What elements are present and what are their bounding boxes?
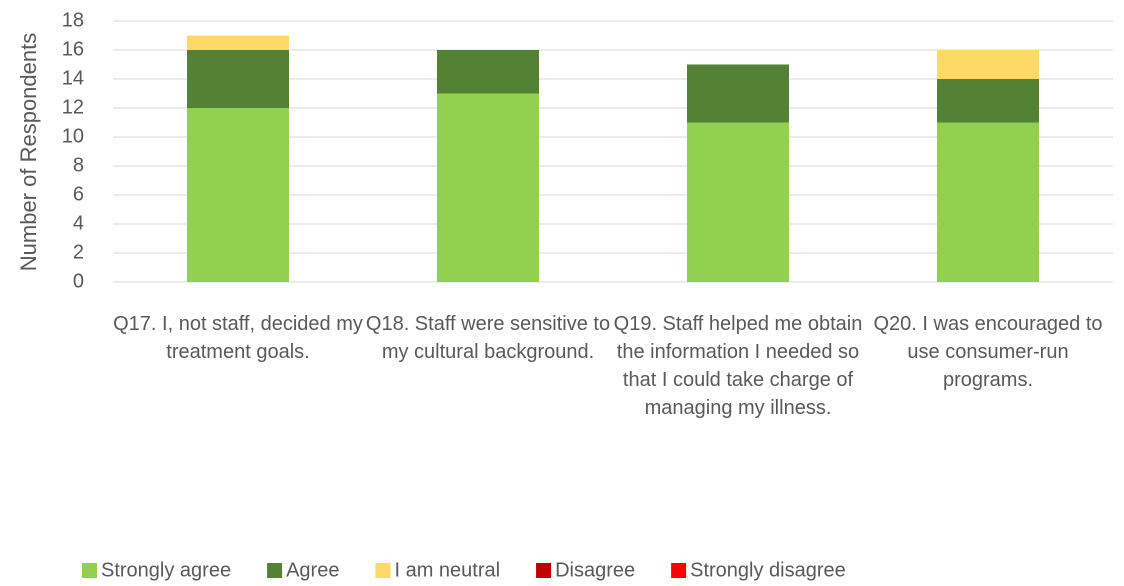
bar-segment <box>687 122 789 282</box>
legend-label: Strongly agree <box>101 559 231 581</box>
y-axis-label: Number of Respondents <box>16 33 41 271</box>
bar-segment <box>687 64 789 123</box>
legend-swatch <box>536 563 552 578</box>
y-tick-label: 8 <box>73 154 84 176</box>
bar-segment <box>187 35 289 50</box>
bar-segment <box>437 50 539 94</box>
x-tick-label: Q18. Staff were sensitive to my cultural… <box>365 313 611 363</box>
y-tick-label: 12 <box>62 96 84 118</box>
y-tick-label: 6 <box>73 183 84 205</box>
legend-swatch <box>671 563 687 578</box>
legend-label: Disagree <box>555 559 635 581</box>
y-tick-label: 18 <box>62 9 84 31</box>
bar-segment <box>937 50 1039 79</box>
bar-segment <box>187 50 289 108</box>
y-tick-label: 0 <box>73 270 84 292</box>
y-tick-label: 10 <box>62 125 84 147</box>
y-tick-label: 4 <box>73 212 84 234</box>
legend-swatch <box>82 563 97 578</box>
y-tick-label: 14 <box>62 67 84 89</box>
legend-label: I am neutral <box>394 559 500 581</box>
x-tick-label: Q19. Staff helped me obtain the informat… <box>613 313 863 419</box>
legend-swatch <box>375 563 391 578</box>
x-tick-label: Q20. I was encouraged to use consumer-ru… <box>873 313 1103 391</box>
bar-segment <box>437 93 539 282</box>
bar-segment <box>937 79 1039 123</box>
legend-swatch <box>267 563 283 578</box>
x-tick-label: Q17. I, not staff, decided my treatment … <box>113 313 363 363</box>
legend-label: Strongly disagree <box>690 559 846 581</box>
y-tick-label: 16 <box>62 38 84 60</box>
y-tick-label: 2 <box>73 241 84 263</box>
bar-segment <box>937 122 1039 282</box>
legend-label: Agree <box>286 559 339 581</box>
bar-segment <box>187 108 289 282</box>
